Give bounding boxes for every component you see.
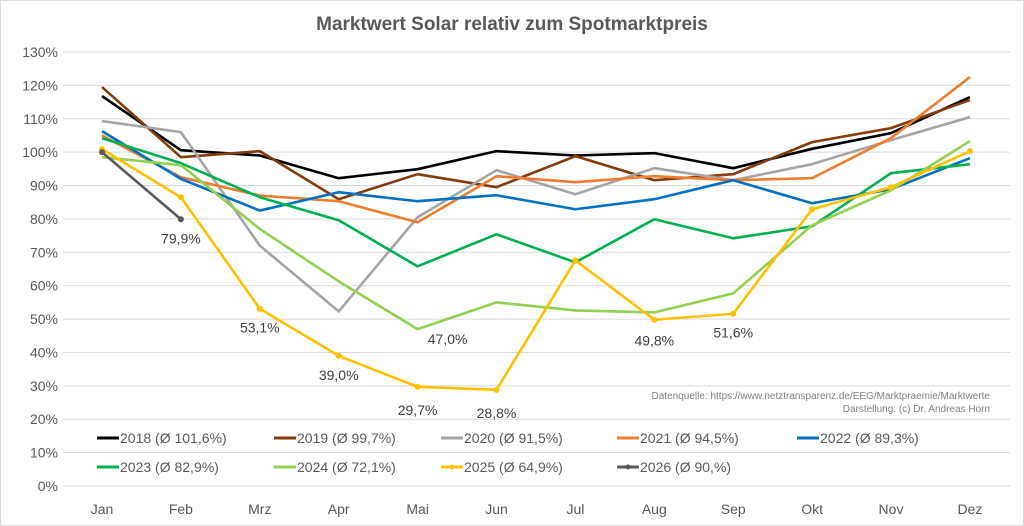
x-tick-label: Jan [91, 501, 114, 517]
series-line-2023 [101, 136, 971, 268]
y-tick-label: 100% [22, 144, 58, 160]
series-line-2019 [101, 86, 971, 201]
x-tick-label: Jun [485, 501, 508, 517]
data-label: 51,6% [713, 325, 753, 341]
x-tick-label: Feb [169, 501, 193, 517]
y-tick-label: 130% [22, 44, 58, 60]
data-point-2025 [414, 383, 421, 390]
y-tick-label: 0% [38, 478, 58, 494]
data-point-2025 [493, 386, 500, 393]
data-point-2025 [572, 257, 579, 264]
y-tick-label: 10% [30, 445, 58, 461]
x-tick-label: Apr [328, 501, 350, 517]
series-line-2026 [101, 151, 182, 221]
data-label: 79,9% [161, 230, 201, 246]
data-point-2025 [966, 148, 973, 155]
data-point-2025 [256, 305, 263, 312]
data-label: 39,0% [319, 367, 359, 383]
y-tick-label: 50% [30, 311, 58, 327]
x-tick-label: Mrz [248, 501, 271, 517]
y-tick-label: 80% [30, 211, 58, 227]
series-line-2020 [101, 115, 971, 313]
source-line: Darstellung: (c) Dr. Andreas Horn [843, 404, 990, 415]
x-axis-ticks: Jan Feb Mrz Apr Mai Jun Jul Aug Sep Okt Nov Dez [91, 501, 983, 517]
y-tick-label: 110% [23, 111, 58, 127]
series-line-2024 [101, 140, 971, 331]
data-point-2026 [99, 149, 105, 156]
legend-entry-2019: 2019 (Ø 99,7%) [297, 430, 396, 446]
data-point-2025 [809, 206, 816, 213]
data-label: 28,8% [477, 405, 517, 421]
legend: 2018 (Ø 101,6%) 2019 (Ø 99,7%) 2020 (Ø 91,… [97, 430, 919, 475]
data-point-2025 [730, 310, 737, 317]
legend-marker-2025 [449, 464, 455, 470]
data-point-2026 [177, 216, 184, 223]
legend-entry-2023: 2023 (Ø 82,9%) [120, 459, 219, 475]
data-label: 53,1% [240, 320, 280, 336]
data-point-2025 [651, 316, 658, 323]
x-tick-label: Dez [957, 501, 982, 517]
y-tick-label: 30% [30, 378, 58, 394]
source-line: Datenquelle: https://www.netztransparenz… [652, 391, 991, 402]
legend-entry-2020: 2020 (Ø 91,5%) [464, 430, 563, 446]
series-line-2018 [101, 94, 971, 180]
gridlines [63, 51, 1010, 487]
data-label: 47,0% [428, 331, 468, 347]
chart-title: Marktwert Solar relativ zum Spotmarktpre… [316, 14, 708, 35]
source-note: Datenquelle: https://www.netztransparenz… [652, 391, 991, 415]
y-tick-label: 120% [22, 77, 58, 93]
series-line-2022 [101, 130, 971, 212]
x-tick-label: Jul [566, 501, 584, 517]
y-axis-ticks: 0% 10% 20% 30% 40% 50% 60% 70% 80% 90% 100% 110% 120… [22, 44, 58, 494]
x-tick-label: Nov [879, 501, 904, 517]
legend-marker-2026 [625, 464, 631, 470]
legend-entry-2022: 2022 (Ø 89,3%) [820, 430, 919, 446]
x-tick-label: Mai [406, 501, 429, 517]
data-point-2025 [335, 352, 342, 359]
series-lines [99, 76, 973, 393]
series-line-2025 [101, 148, 971, 392]
y-tick-label: 20% [30, 411, 58, 427]
legend-entry-2021: 2021 (Ø 94,5%) [640, 430, 739, 446]
data-label: 49,8% [634, 333, 674, 349]
legend-entry-2024: 2024 (Ø 72,1%) [297, 459, 396, 475]
data-point-2025 [177, 194, 184, 201]
y-tick-label: 60% [30, 278, 58, 294]
x-tick-label: Sep [721, 501, 746, 517]
legend-entry-2025: 2025 (Ø 64,9%) [464, 459, 563, 475]
y-tick-label: 40% [30, 344, 58, 360]
x-tick-label: Okt [801, 501, 823, 517]
data-label: 29,7% [398, 402, 438, 418]
legend-entry-2026: 2026 (Ø 90,%) [640, 459, 731, 475]
legend-entry-2018: 2018 (Ø 101,6%) [120, 430, 227, 446]
data-point-2025 [888, 184, 894, 191]
y-tick-label: 90% [30, 178, 58, 194]
x-tick-label: Aug [642, 501, 667, 517]
data-labels: 79,9% 53,1% 39,0% 47,0% 29,7% 28,8% 49,8% 51,6% [161, 230, 753, 421]
y-tick-label: 70% [30, 244, 58, 260]
